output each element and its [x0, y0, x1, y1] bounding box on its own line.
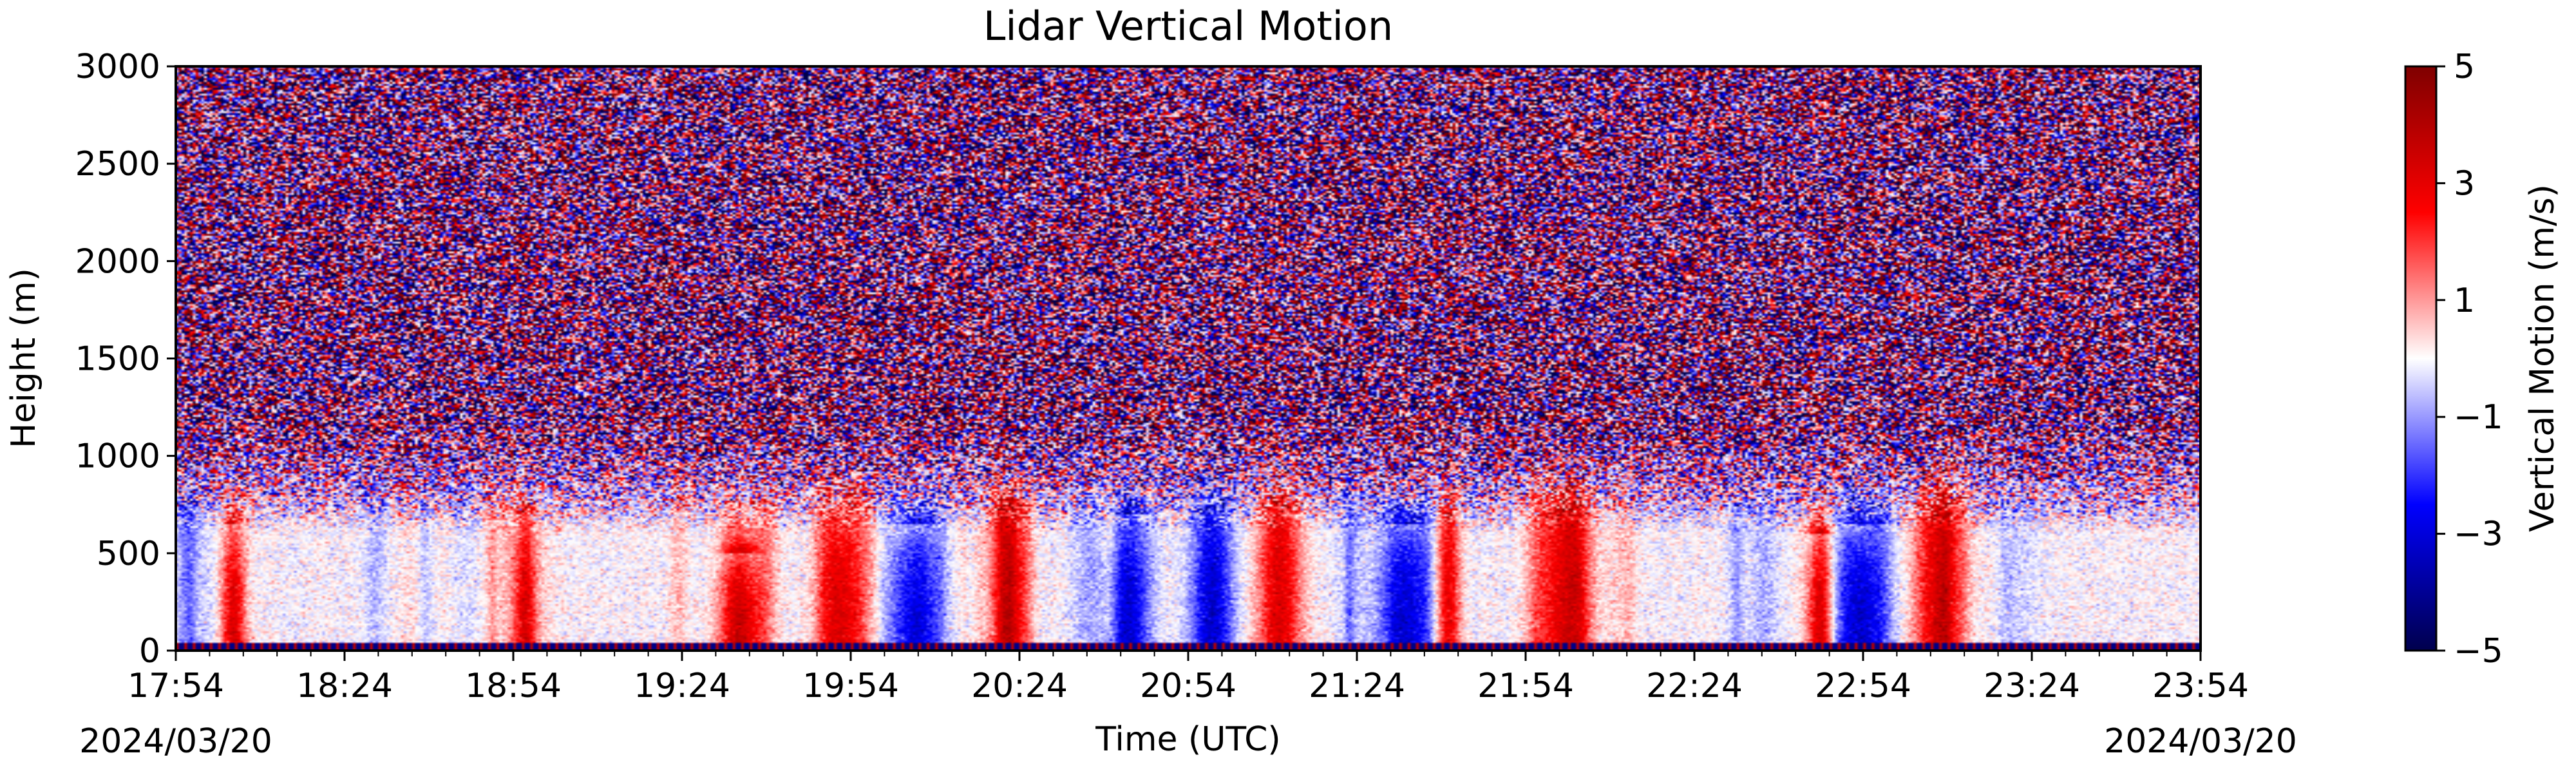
- y-tick-label: 1500: [75, 340, 160, 379]
- colorbar-tick-label: 3: [2454, 164, 2475, 203]
- colorbar-tick-label: −1: [2454, 398, 2503, 437]
- x-tick-label: 17:54: [128, 667, 224, 705]
- x-tick-label: 21:24: [1309, 667, 1405, 705]
- y-axis-label: Height (m): [5, 268, 43, 448]
- colorbar-ticks: 5 3 1 −1 −3 −5: [2436, 48, 2503, 671]
- colorbar-label: Vertical Motion (m/s): [2523, 184, 2562, 532]
- x-tick-label: 20:54: [1140, 667, 1236, 705]
- x-axis-label: Time (UTC): [1095, 720, 1280, 759]
- x-tick-label: 18:54: [465, 667, 562, 705]
- x-tick-label: 21:54: [1477, 667, 1574, 705]
- x-tick-label: 20:24: [971, 667, 1068, 705]
- x-tick-label: 23:24: [1984, 667, 2080, 705]
- colorbar-tick-label: −5: [2454, 632, 2503, 671]
- y-tick-label: 2000: [75, 242, 160, 281]
- y-axis: 0 500 1000 1500 2000 2500 3000: [75, 48, 176, 671]
- vertical-motion-heatmap: [176, 66, 2201, 651]
- colorbar: 5 3 1 −1 −3 −5 Vertical Motion (m/s): [2404, 48, 2562, 671]
- colorbar-tick-label: 1: [2454, 282, 2475, 320]
- x-axis: 17:54 18:24 18:54 19:24 19:54 20:24 20:54 21:24…: [128, 651, 2249, 705]
- x-tick-label: 19:54: [802, 667, 899, 705]
- y-tick-label: 2500: [75, 145, 160, 184]
- plot-area: [175, 65, 2202, 652]
- x-tick-label: 19:24: [634, 667, 730, 705]
- colorbar-tick-label: 5: [2454, 48, 2475, 86]
- chart-title: Lidar Vertical Motion: [983, 3, 1393, 50]
- x-tick-label: 23:54: [2152, 667, 2249, 705]
- colorbar-tick-label: −3: [2454, 515, 2503, 554]
- y-tick-label: 500: [97, 535, 160, 573]
- x-tick-label: 22:24: [1646, 667, 1743, 705]
- y-tick-label: 0: [139, 632, 160, 671]
- y-tick-label: 3000: [75, 48, 160, 86]
- x-tick-label: 22:54: [1815, 667, 1911, 705]
- date-start-label: 2024/03/20: [79, 722, 272, 761]
- y-tick-label: 1000: [75, 437, 160, 476]
- date-end-label: 2024/03/20: [2104, 722, 2297, 761]
- x-tick-label: 18:24: [296, 667, 393, 705]
- colorbar-gradient: [2404, 65, 2438, 652]
